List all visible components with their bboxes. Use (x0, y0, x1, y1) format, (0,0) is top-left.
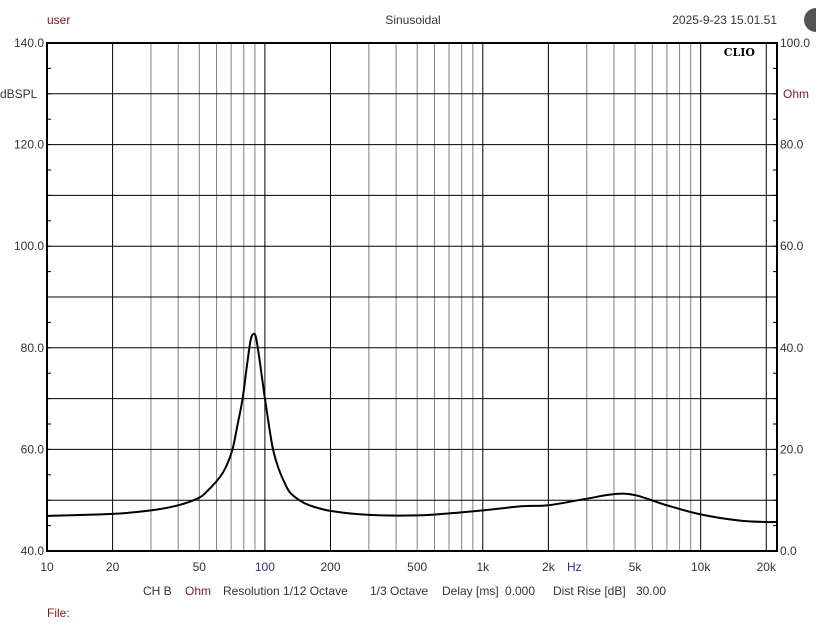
delay-value: 0.000 (505, 584, 535, 598)
y-tick-label: 100.0 (14, 239, 44, 253)
x-tick-label: 10 (40, 560, 54, 574)
y2-tick-label: 20.0 (780, 442, 804, 456)
x-axis-label: Hz (567, 560, 582, 574)
y-tick-label: 140.0 (14, 36, 44, 50)
y-tick-label: 120.0 (14, 138, 44, 152)
x-tick-label: 1k (476, 560, 490, 574)
y2-tick-label: 60.0 (780, 239, 804, 253)
y2-tick-label: 100.0 (780, 36, 810, 50)
user-label: user (47, 13, 70, 27)
footer-info: CH B Ohm Resolution 1/12 Octave 1/3 Octa… (47, 584, 666, 620)
unit-label: Ohm (185, 584, 211, 598)
clio-logo: CLIO (724, 46, 756, 59)
y-tick-label: 80.0 (21, 341, 45, 355)
axes: 140.0120.0100.080.060.040.0100.080.060.0… (14, 36, 810, 574)
x-tick-label: 10k (691, 560, 711, 574)
smoothing-label: 1/3 Octave (370, 584, 428, 598)
dist-rise-label: Dist Rise [dB] (553, 584, 626, 598)
overlay-button-icon[interactable] (804, 8, 816, 32)
x-tick-label: 500 (407, 560, 427, 574)
curves (46, 332, 778, 524)
delay-label: Delay [ms] (442, 584, 499, 598)
x-tick-label: 5k (629, 560, 643, 574)
x-tick-label: 50 (193, 560, 207, 574)
y2-axis-label: Ohm (783, 87, 809, 101)
x-tick-label: 20k (757, 560, 777, 574)
resolution-label: Resolution 1/12 Octave (223, 584, 348, 598)
chart-title: Sinusoidal (385, 13, 440, 27)
y2-tick-label: 0.0 (780, 544, 797, 558)
impedance-curve (46, 332, 778, 524)
y2-tick-label: 80.0 (780, 138, 804, 152)
y2-tick-label: 40.0 (780, 341, 804, 355)
x-tick-label: 2k (542, 560, 556, 574)
channel-label: CH B (143, 584, 172, 598)
y-tick-label: 40.0 (21, 544, 45, 558)
file-label: File: (47, 606, 70, 620)
x-tick-label: 100 (255, 560, 275, 574)
datetime-label: 2025-9-23 15.01.51 (672, 13, 777, 27)
x-tick-label: 20 (106, 560, 120, 574)
y-tick-label: 60.0 (21, 442, 45, 456)
x-tick-label: 200 (320, 560, 340, 574)
dist-rise-value: 30.00 (636, 584, 666, 598)
y-axis-label: dBSPL (0, 87, 38, 101)
plot-grid (47, 43, 777, 551)
